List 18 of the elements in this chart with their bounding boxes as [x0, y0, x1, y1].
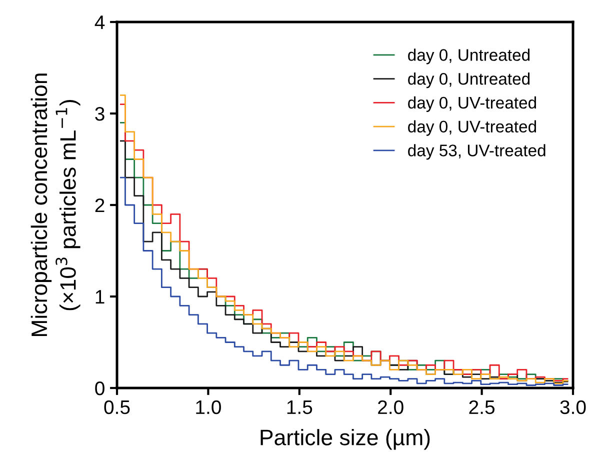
x-tick-label: 2.0	[378, 400, 404, 414]
y-axis-title: Microparticle concentration (×10$^{3}$ particles mL$^{−1}$)	[30, 74, 80, 336]
legend-label: day 0, UV-treated	[408, 96, 536, 112]
y-tick-label: 1	[96, 290, 104, 304]
legend-label: day 0, Untreated	[408, 72, 530, 88]
x-tick-label: 1.5	[287, 400, 312, 414]
legend-label: day 0, UV-treated	[408, 120, 536, 136]
y-tick-label: 2	[95, 198, 104, 212]
legend-label: day 0, Untreated	[408, 48, 530, 64]
x-tick-label: 0.5	[104, 400, 130, 414]
y-tick-label: 4	[94, 16, 105, 30]
x-axis-title: Particle size (µm)	[260, 429, 430, 450]
legend-label: day 53, UV-treated	[408, 144, 546, 160]
y-tick-label: 0	[95, 381, 104, 396]
x-tick-label: 1.0	[196, 400, 221, 414]
x-tick-label: 2.5	[469, 400, 494, 414]
y-tick-label: 3	[95, 106, 104, 121]
x-tick-label: 3.0	[560, 400, 586, 414]
